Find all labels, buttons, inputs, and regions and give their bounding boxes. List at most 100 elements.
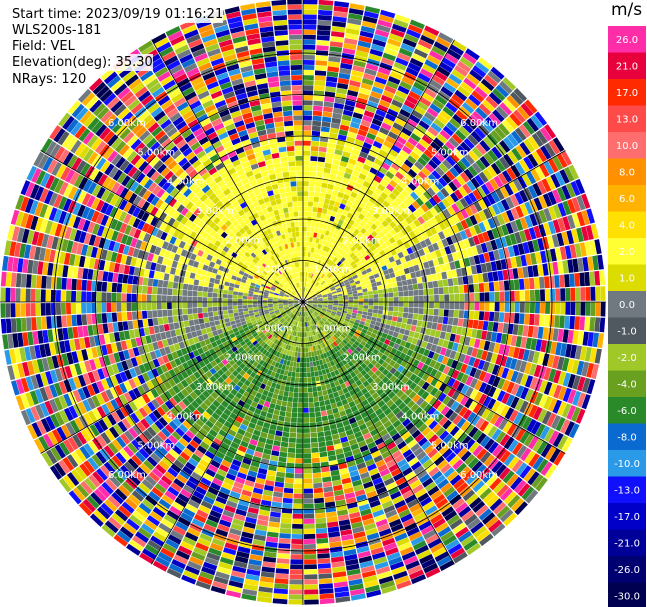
velocity-cell: [427, 406, 437, 417]
velocity-cell: [324, 313, 330, 317]
velocity-cell: [442, 534, 457, 546]
velocity-cell: [353, 299, 359, 302]
velocity-cell: [376, 245, 383, 253]
velocity-cell: [523, 468, 536, 482]
velocity-cell: [311, 130, 321, 137]
velocity-cell: [360, 209, 368, 216]
velocity-cell: [412, 394, 421, 403]
velocity-cell: [307, 303, 313, 306]
velocity-cell: [355, 316, 362, 321]
velocity-cell: [303, 392, 308, 398]
velocity-cell: [304, 277, 306, 282]
velocity-cell: [576, 360, 585, 376]
velocity-cell: [500, 405, 510, 418]
velocity-cell: [366, 258, 373, 264]
velocity-cell: [275, 383, 281, 390]
velocity-cell: [332, 239, 338, 245]
velocity-cell: [312, 125, 321, 132]
velocity-cell: [267, 526, 280, 533]
velocity-cell: [514, 398, 525, 411]
velocity-cell: [564, 315, 570, 329]
velocity-cell: [466, 543, 481, 556]
velocity-cell: [548, 383, 558, 397]
velocity-cell: [315, 276, 320, 281]
velocity-cell: [303, 221, 307, 227]
velocity-cell: [369, 323, 375, 329]
velocity-cell: [498, 123, 510, 136]
velocity-cell: [512, 178, 523, 192]
velocity-cell: [356, 177, 365, 185]
velocity-cell: [386, 80, 399, 90]
velocity-cell: [421, 134, 433, 145]
velocity-cell: [476, 484, 489, 497]
velocity-cell: [367, 291, 373, 295]
velocity-cell: [325, 321, 331, 326]
velocity-cell: [303, 206, 308, 212]
velocity-cell: [548, 206, 557, 220]
velocity-cell: [441, 198, 451, 208]
velocity-cell: [339, 272, 345, 278]
velocity-cell: [543, 208, 553, 222]
velocity-cell: [438, 382, 447, 392]
velocity-cell: [555, 288, 561, 301]
velocity-cell: [303, 236, 307, 242]
velocity-cell: [297, 352, 301, 358]
velocity-cell: [342, 193, 350, 201]
velocity-cell: [303, 347, 306, 353]
velocity-cell: [530, 338, 538, 351]
velocity-cell: [377, 412, 386, 420]
velocity-cell: [307, 221, 312, 227]
velocity-cell: [393, 343, 400, 350]
velocity-cell: [355, 160, 364, 168]
velocity-cell: [400, 236, 408, 244]
velocity-cell: [328, 273, 333, 279]
velocity-cell: [373, 175, 383, 184]
velocity-cell: [338, 303, 343, 306]
velocity-cell: [348, 322, 354, 327]
velocity-cell: [327, 242, 333, 248]
velocity-cell: [409, 382, 418, 391]
velocity-cell: [392, 331, 399, 338]
velocity-cell: [335, 363, 341, 370]
velocity-cell: [519, 230, 527, 243]
velocity-cell: [337, 191, 345, 199]
velocity-cell: [385, 224, 393, 232]
velocity-cell: [406, 155, 417, 165]
velocity-cell: [367, 362, 375, 370]
velocity-cell: [567, 259, 574, 273]
velocity-cell: [422, 63, 436, 75]
velocity-cell: [409, 343, 416, 351]
velocity-cell: [317, 243, 322, 250]
velocity-cell: [315, 411, 322, 418]
velocity-cell: [310, 371, 315, 377]
velocity-cell: [402, 449, 413, 458]
velocity-cell: [362, 337, 369, 343]
velocity-cell: [380, 212, 389, 220]
velocity-cell: [397, 286, 404, 292]
velocity-cell: [323, 101, 334, 108]
velocity-cell: [348, 296, 354, 300]
velocity-cell: [428, 420, 438, 430]
velocity-cell: [314, 497, 325, 504]
velocity-cell: [542, 327, 549, 340]
velocity-cell: [460, 363, 468, 374]
velocity-cell: [403, 159, 414, 169]
velocity-cell: [506, 167, 517, 180]
velocity-cell: [303, 155, 310, 161]
velocity-cell: [488, 282, 495, 292]
velocity-cell: [494, 291, 500, 302]
velocity-cell: [358, 298, 364, 302]
velocity-cell: [326, 319, 332, 324]
velocity-cell: [392, 233, 400, 242]
velocity-cell: [565, 343, 572, 358]
velocity-cell: [504, 183, 514, 196]
velocity-cell: [437, 526, 452, 538]
velocity-cell: [405, 370, 413, 379]
velocity-cell: [432, 337, 440, 345]
velocity-cell: [385, 371, 393, 380]
velocity-cell: [316, 322, 321, 328]
velocity-cell: [406, 336, 414, 344]
velocity-cell: [410, 325, 417, 332]
velocity-cell: [364, 366, 371, 373]
velocity-cell: [569, 344, 577, 359]
